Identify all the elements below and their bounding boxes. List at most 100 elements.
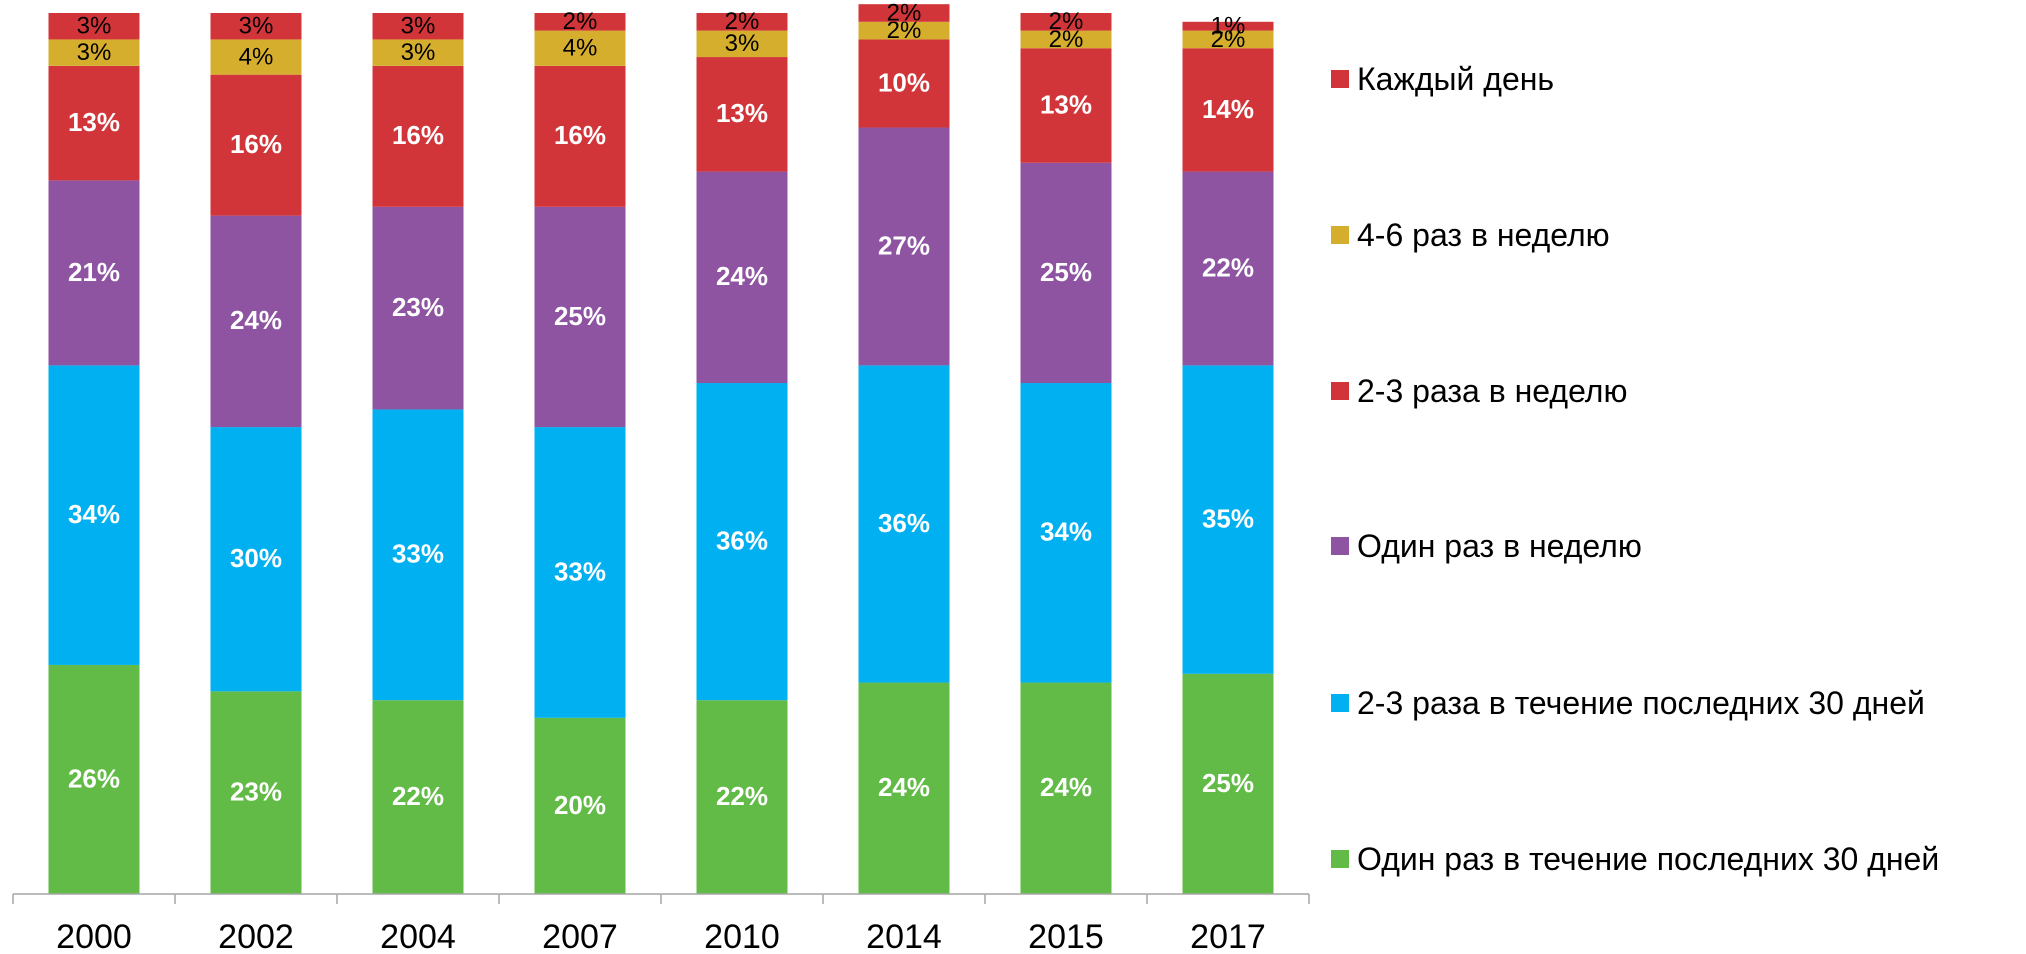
data-label: 13% <box>716 98 768 128</box>
bar-segment <box>48 65 140 181</box>
bar-segment <box>696 57 788 172</box>
data-label: 3% <box>77 13 112 40</box>
data-label: 24% <box>1040 772 1092 802</box>
legend-item: 2-3 раза в неделю <box>1331 370 2007 412</box>
legend-label: 2-3 раза в неделю <box>1357 373 1628 409</box>
data-label: 25% <box>1202 768 1254 798</box>
bar-segment <box>1020 383 1112 683</box>
legend-label: Каждый день <box>1357 61 1555 97</box>
bar-segment <box>1182 48 1274 172</box>
bar-segment <box>1020 30 1112 49</box>
bar-segment <box>48 365 140 665</box>
bar-segment <box>48 13 140 40</box>
x-tick-label: 2017 <box>1190 918 1266 954</box>
bar-segment <box>48 180 140 366</box>
bar-segment <box>1182 673 1274 894</box>
legend-label: 2-3 раза в течение последних 30 дней <box>1357 685 1925 721</box>
data-label: 2% <box>725 8 760 35</box>
data-label: 21% <box>68 257 120 287</box>
x-tick-label: 2015 <box>1028 918 1104 954</box>
data-label: 13% <box>1040 89 1092 119</box>
data-label: 35% <box>1202 503 1254 533</box>
bar-segment <box>858 21 950 40</box>
bar-segment <box>210 74 302 216</box>
data-label: 24% <box>230 305 282 335</box>
bar-segment <box>534 206 626 428</box>
data-label: 23% <box>392 292 444 322</box>
bar-segment <box>372 409 464 701</box>
data-label: 27% <box>878 230 930 260</box>
data-label: 26% <box>68 763 120 793</box>
data-label: 3% <box>725 30 760 57</box>
bar-segment <box>534 717 626 894</box>
bar-segment <box>372 39 464 66</box>
bar-segment <box>696 30 788 58</box>
data-label: 2% <box>1049 8 1084 35</box>
x-tick-label: 2014 <box>866 918 942 954</box>
bar-segment <box>1020 682 1112 894</box>
data-label: 3% <box>77 39 112 66</box>
bar-segment <box>534 13 626 31</box>
data-label: 34% <box>1040 517 1092 547</box>
bar-segment <box>210 427 302 692</box>
data-label: 33% <box>554 556 606 586</box>
data-label: 10% <box>878 67 930 97</box>
data-label: 2% <box>563 8 598 35</box>
bar-segment <box>1020 13 1112 31</box>
data-label: 24% <box>878 772 930 802</box>
bar-segment <box>534 427 626 718</box>
bar-segment <box>210 39 302 75</box>
x-tick-label: 2007 <box>542 918 618 954</box>
data-label: 4% <box>239 43 274 70</box>
data-label: 16% <box>554 120 606 150</box>
x-tick-label: 2004 <box>380 918 456 954</box>
data-label: 34% <box>68 499 120 529</box>
data-label: 25% <box>554 301 606 331</box>
bar-segment <box>1182 171 1274 366</box>
legend-swatch <box>1331 226 1349 244</box>
legend-label: Один раз в течение последних 30 дней <box>1357 841 1940 877</box>
data-label: 20% <box>554 790 606 820</box>
bar-segment <box>1182 21 1274 31</box>
data-label: 3% <box>401 13 436 40</box>
data-label: 23% <box>230 777 282 807</box>
legend-item: Каждый день <box>1331 58 2007 100</box>
bar-segment <box>696 171 788 384</box>
bar-segment <box>1020 162 1112 384</box>
bar-segment <box>858 127 950 366</box>
bar-segment <box>372 65 464 207</box>
legend-item: Один раз в течение последних 30 дней <box>1331 838 1957 880</box>
bar-segment <box>534 65 626 207</box>
bar-segment <box>372 206 464 410</box>
data-label: 30% <box>230 543 282 573</box>
bar-segment <box>1182 365 1274 674</box>
bar-segment <box>1182 30 1274 49</box>
bar-segment <box>858 365 950 683</box>
bar-segment <box>534 30 626 66</box>
legend-label: 4-6 раз в неделю <box>1357 217 1610 253</box>
bar-segment <box>372 13 464 40</box>
data-label: 13% <box>68 107 120 137</box>
data-label: 16% <box>392 120 444 150</box>
bar-segment <box>696 13 788 31</box>
x-tick-label: 2000 <box>56 918 132 954</box>
data-label: 14% <box>1202 94 1254 124</box>
data-label: 22% <box>716 781 768 811</box>
bar-segment <box>858 682 950 894</box>
data-label: 36% <box>716 525 768 555</box>
bar-segment <box>372 700 464 894</box>
legend-swatch <box>1331 382 1349 400</box>
legend-label: Один раз в неделю <box>1357 528 1642 564</box>
bar-segment <box>696 383 788 701</box>
data-label: 16% <box>230 129 282 159</box>
bar-segment <box>210 691 302 894</box>
legend-item: 4-6 раз в неделю <box>1331 214 2007 256</box>
x-tick-label: 2002 <box>218 918 294 954</box>
data-label: 36% <box>878 508 930 538</box>
bar-segment <box>48 664 140 894</box>
data-label: 22% <box>1202 252 1254 282</box>
legend-swatch <box>1331 850 1349 868</box>
data-label: 24% <box>716 261 768 291</box>
legend-item: Один раз в неделю <box>1331 525 2007 567</box>
